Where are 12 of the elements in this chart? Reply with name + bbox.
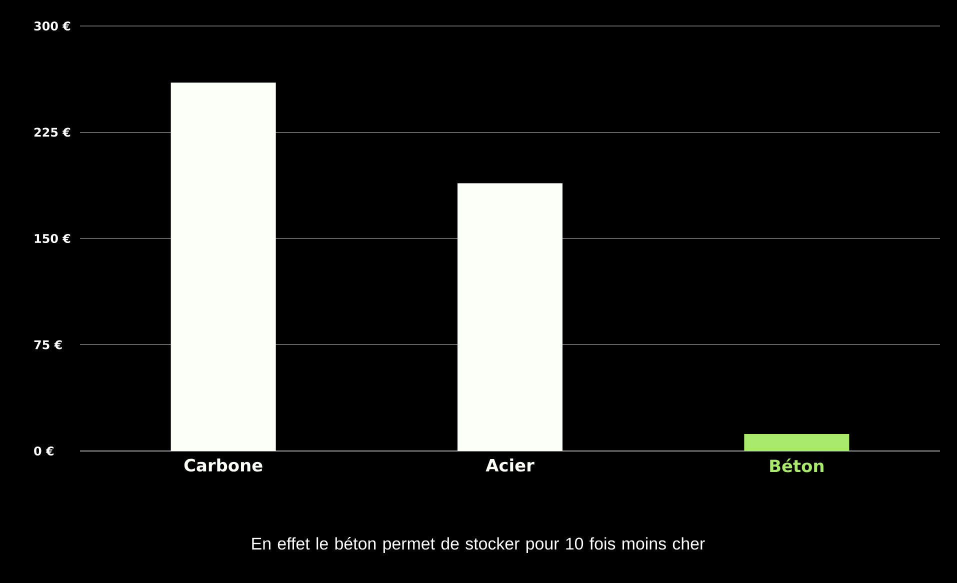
y-tick-label: 75 € <box>34 340 62 350</box>
x-tick-label: Béton <box>770 458 824 472</box>
y-tick-label: 300 € <box>34 21 70 31</box>
y-tick-label: 150 € <box>34 234 70 244</box>
x-tick-label: Acier <box>486 458 534 472</box>
y-tick-label: 0 € <box>34 446 54 456</box>
bar <box>170 82 276 451</box>
bar <box>744 434 850 451</box>
bar <box>458 183 563 451</box>
y-tick-label: 225 € <box>34 128 70 137</box>
x-tick-label: Carbone <box>184 458 262 472</box>
text: En effet le béton permet de stocker pour 10 fois moins cher <box>252 537 705 553</box>
